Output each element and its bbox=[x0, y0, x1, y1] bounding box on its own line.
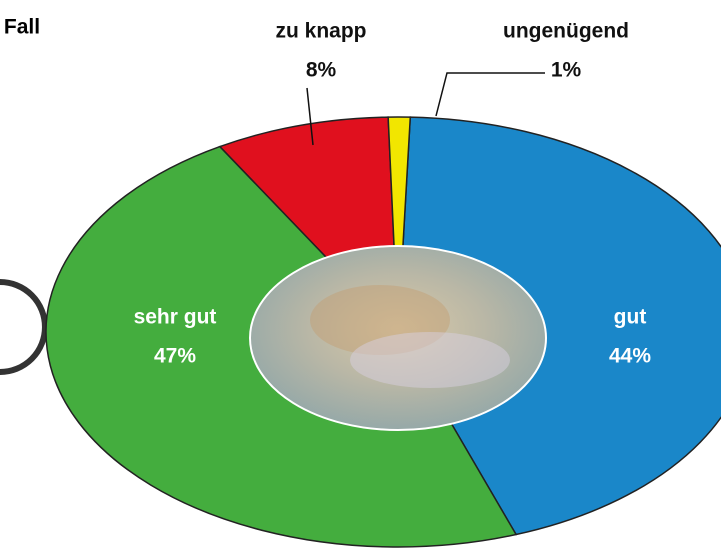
value-label: 8% bbox=[306, 59, 337, 82]
slice-label: ungenügend bbox=[503, 20, 629, 43]
slice-label: sehr gut bbox=[134, 306, 217, 329]
value-label: 47% bbox=[154, 345, 196, 368]
value-label: 44% bbox=[609, 345, 651, 368]
photo-detail bbox=[350, 332, 510, 388]
cropped-shape bbox=[0, 282, 45, 372]
leader-line bbox=[436, 73, 545, 116]
chart-title: Fall bbox=[4, 16, 40, 39]
chart: Fall gut 44% sehr gut 47% zu knapp 8% ungenüge… bbox=[0, 0, 721, 552]
slice-label: gut bbox=[614, 306, 647, 329]
slice-label: zu knapp bbox=[275, 20, 366, 43]
page: Fall gut 44% sehr gut 47% zu knapp 8% ungenüge… bbox=[0, 0, 721, 552]
value-label: 1% bbox=[551, 59, 582, 82]
